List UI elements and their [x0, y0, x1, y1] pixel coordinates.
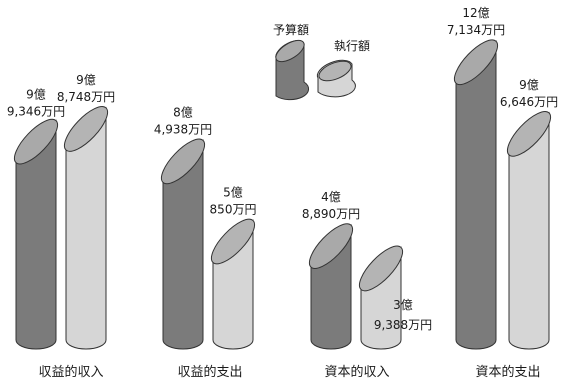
data-label: 9,346万円 [7, 105, 65, 119]
legend: 予算額 執行額 [273, 22, 370, 101]
bar-body [15, 119, 57, 350]
category-label: 収益的収入 [38, 364, 103, 380]
bar-top [308, 223, 354, 269]
legend-label-actual: 執行額 [334, 39, 370, 53]
data-label: 9億 [26, 88, 46, 102]
bar-body [310, 223, 352, 350]
category-label: 資本的支出 [475, 364, 540, 380]
bar-top [453, 39, 499, 86]
data-label: 7,134万円 [447, 23, 505, 37]
bar-body [162, 139, 204, 350]
data-label: 4億 [321, 190, 341, 204]
data-label: 12億 [462, 6, 489, 20]
data-label: 5億 [223, 186, 243, 200]
data-label: 3億 [393, 298, 413, 312]
data-label: 4,938万円 [154, 122, 212, 136]
category-label: 資本的収入 [324, 364, 389, 380]
bar-top [506, 111, 552, 157]
legend-swatch-actual-top [318, 60, 352, 82]
bar-top [160, 138, 206, 185]
legend-swatch-actual [316, 59, 356, 98]
data-label: 9億 [519, 78, 539, 92]
bar-body [455, 39, 497, 350]
bar-top [13, 118, 59, 165]
legend-label-budget: 予算額 [273, 22, 309, 37]
data-label: 850万円 [210, 203, 257, 217]
data-label: 9億 [76, 73, 96, 87]
bar-top [210, 218, 256, 265]
bar-budget-2 [160, 138, 206, 350]
legend-swatch-budget [275, 39, 310, 101]
category-label: 収益的支出 [177, 364, 242, 380]
bar-body [65, 106, 107, 350]
data-label: 6,646万円 [500, 95, 558, 109]
bar-actual-4 [506, 111, 552, 350]
data-label: 8,748万円 [57, 90, 115, 104]
bar-top [63, 106, 109, 152]
bar-budget-3 [308, 223, 354, 350]
bar-budget-4 [453, 39, 499, 350]
bar-actual-1 [63, 106, 109, 350]
plot-area: 9億 9,346万円 8億 4,938万円 4億 8,890万円 12億 7,134万円 9億 8… [7, 6, 558, 380]
data-label: 8億 [173, 105, 193, 119]
bar-actual-3 [358, 245, 404, 350]
data-label: 9,388万円 [374, 318, 432, 332]
data-label: 8,890万円 [302, 207, 360, 221]
bar-budget-1 [13, 118, 59, 350]
bar-top [358, 245, 404, 292]
legend-swatch-budget-top [275, 39, 305, 63]
bar-actual-2 [210, 218, 256, 350]
bar-body [508, 111, 550, 350]
